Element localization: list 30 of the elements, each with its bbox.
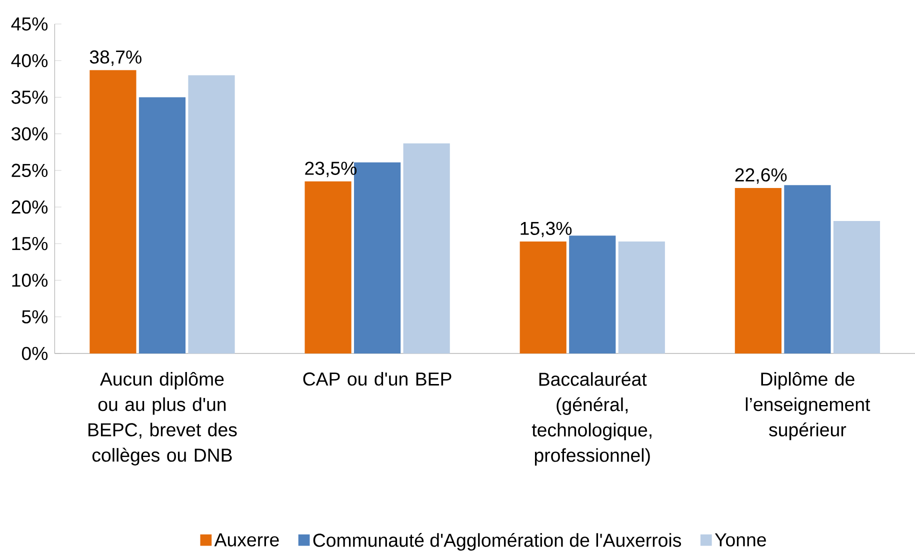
bar	[520, 241, 566, 354]
x-tick-label: Diplôme de l’enseignement supérieur	[746, 372, 870, 440]
y-tick-label: 40%	[11, 54, 48, 68]
bar	[138, 97, 186, 354]
bar	[734, 188, 782, 354]
bar	[90, 70, 136, 354]
data-label: 38,7%	[90, 50, 142, 66]
bar	[833, 220, 880, 354]
x-tick-label: Aucun diplôme ou au plus d'un BEPC, brevet des collèges ou DNB	[88, 372, 237, 466]
x-tick-label: CAP ou d'un BEP	[303, 372, 452, 386]
bar	[618, 241, 665, 354]
y-tick-label: 0%	[22, 346, 48, 360]
bar	[304, 181, 352, 354]
data-label: 22,6%	[735, 168, 787, 184]
legend-label: Communauté d'Agglomération de l'Auxerrois	[313, 532, 682, 550]
y-tick-label: 25%	[12, 164, 48, 177]
y-tick-label: 10%	[12, 274, 48, 287]
bar	[188, 75, 235, 354]
bar	[403, 143, 450, 354]
y-tick-label: 20%	[12, 200, 48, 214]
data-label: 15,3%	[520, 222, 572, 238]
y-tick-label: 35%	[12, 90, 48, 104]
x-tick-label: Baccalauréat (général, technologique, professionnel)	[532, 372, 652, 466]
y-tick-label: 30%	[12, 127, 48, 140]
legend-label: Auxerre	[214, 533, 279, 546]
bar	[784, 184, 831, 354]
y-tick-label: 15%	[12, 236, 48, 250]
y-tick-label: 45%	[11, 17, 48, 30]
y-tick-label: 5%	[22, 310, 48, 324]
legend-label: Yonne	[714, 533, 766, 546]
